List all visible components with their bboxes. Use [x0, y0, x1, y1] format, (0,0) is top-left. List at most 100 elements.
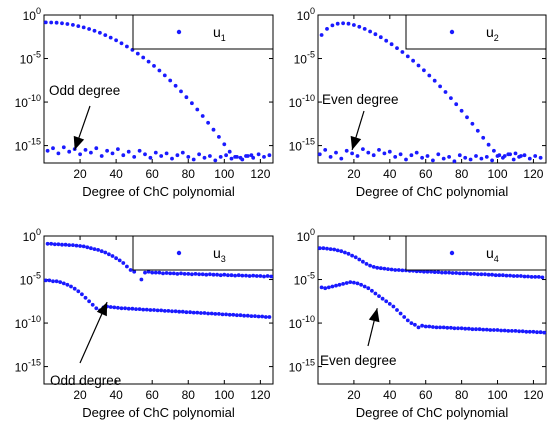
legend-label: u2	[486, 24, 499, 43]
legend-label: u1	[213, 24, 226, 43]
data-point	[501, 273, 505, 278]
annotation-arrowhead	[73, 135, 85, 150]
chart-panel-4: 20 40 60 80 100 120 100 10-5 10-10 10-15 Degree of…	[289, 227, 547, 420]
data-point	[126, 306, 131, 311]
data-point	[132, 269, 137, 274]
data-point	[495, 154, 500, 158]
data-point	[389, 267, 394, 272]
data-point	[483, 272, 487, 277]
data-point	[173, 309, 178, 314]
data-point	[54, 20, 59, 25]
data-point	[60, 242, 64, 247]
data-point	[405, 318, 410, 323]
data-point	[253, 314, 257, 318]
data-point	[148, 155, 153, 160]
data-point	[475, 128, 480, 133]
data-point	[265, 274, 270, 278]
data-point	[398, 311, 403, 316]
data-point	[56, 151, 61, 156]
data-point	[256, 314, 261, 319]
data-point	[218, 273, 223, 278]
data-point	[457, 153, 462, 158]
data-point	[370, 288, 374, 293]
data-point	[179, 89, 183, 94]
data-point	[251, 155, 256, 160]
data-point	[522, 153, 527, 158]
data-point	[222, 272, 227, 277]
data-point	[335, 248, 340, 253]
data-point	[334, 150, 338, 155]
data-point	[96, 248, 100, 252]
y-tick-label: 100	[23, 227, 41, 244]
data-point	[486, 142, 491, 147]
x-axis-label: Degree of ChC polynomial	[356, 184, 509, 199]
data-point	[504, 273, 509, 278]
data-point	[348, 280, 353, 284]
data-point	[236, 273, 241, 278]
x-tick-label: 40	[383, 167, 397, 181]
x-tick-label: 120	[523, 388, 543, 402]
data-point	[501, 155, 505, 160]
data-point	[484, 155, 489, 159]
data-point	[368, 29, 372, 34]
data-point	[159, 154, 164, 158]
data-point	[422, 68, 426, 73]
data-point	[99, 249, 104, 254]
data-point	[517, 155, 521, 159]
data-point	[193, 272, 198, 276]
data-point	[161, 271, 165, 276]
data-point	[206, 311, 211, 316]
data-point	[197, 272, 202, 277]
data-point	[224, 312, 229, 317]
data-point	[389, 42, 394, 47]
x-tick-label: 80	[182, 388, 196, 402]
data-point	[103, 250, 108, 255]
y-tick-label: 100	[297, 6, 315, 23]
data-point	[450, 271, 455, 275]
data-point	[330, 284, 335, 289]
data-point	[89, 246, 93, 251]
x-tick-label: 100	[214, 167, 234, 181]
data-point	[400, 268, 405, 273]
data-point	[112, 305, 117, 310]
data-point	[130, 306, 135, 311]
data-point	[110, 151, 115, 156]
data-point	[61, 281, 66, 286]
data-point	[114, 256, 118, 261]
data-point	[157, 68, 162, 73]
data-point	[191, 157, 196, 162]
y-tick-label: 10-5	[20, 271, 41, 288]
data-point	[65, 282, 70, 287]
data-point	[409, 153, 414, 158]
data-point	[139, 277, 144, 282]
data-point	[81, 244, 86, 249]
data-point	[191, 310, 196, 315]
data-point	[135, 51, 140, 56]
legend-marker	[176, 250, 182, 256]
data-point	[393, 155, 398, 159]
data-point	[468, 272, 473, 276]
data-point	[457, 271, 462, 276]
data-point	[184, 95, 189, 100]
data-point	[355, 154, 360, 158]
data-point	[227, 312, 232, 317]
data-point	[195, 107, 200, 112]
y-tick-label: 10-10	[289, 93, 315, 110]
data-point	[71, 23, 75, 27]
data-point	[337, 282, 342, 287]
data-point	[144, 307, 149, 312]
data-point	[533, 154, 538, 158]
legend-box	[132, 235, 274, 271]
data-point	[116, 305, 120, 310]
data-point	[538, 155, 543, 160]
data-point	[461, 271, 466, 276]
data-point	[510, 329, 514, 333]
data-point	[361, 259, 365, 264]
data-point	[495, 328, 500, 332]
y-tick-label: 10-15	[15, 137, 41, 154]
data-point	[492, 328, 496, 332]
chart-panel-1: 20 40 60 80 100 120 100 10-5 10-10 10-15 Degree of…	[15, 6, 274, 199]
data-point	[449, 325, 453, 330]
data-point	[159, 308, 164, 313]
data-point	[206, 120, 211, 125]
